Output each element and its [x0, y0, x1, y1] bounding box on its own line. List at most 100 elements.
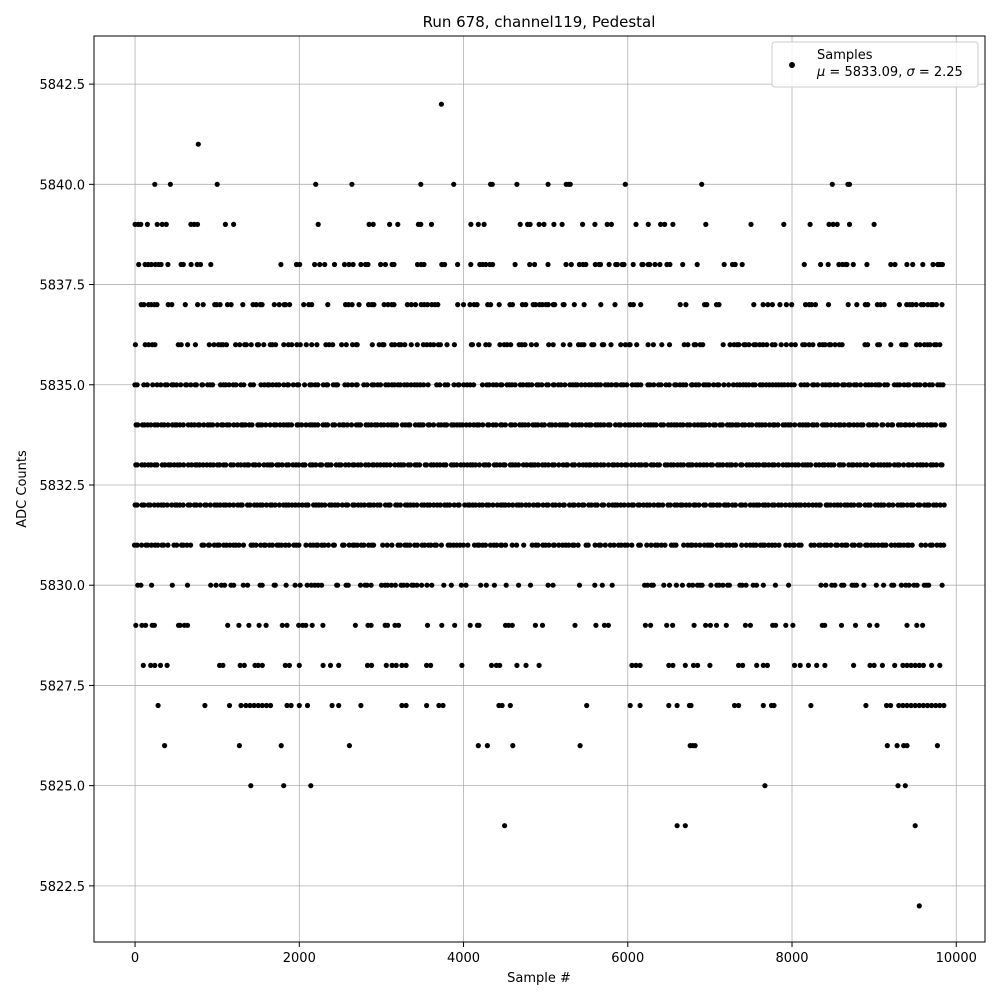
data-point: [486, 382, 492, 388]
data-point: [195, 141, 201, 147]
data-point: [545, 302, 551, 308]
data-point: [806, 502, 812, 508]
data-point: [690, 662, 697, 669]
data-point: [661, 582, 667, 588]
data-point: [206, 542, 213, 548]
data-point: [417, 462, 423, 468]
data-point: [637, 662, 643, 669]
data-point: [369, 662, 375, 669]
data-point: [483, 582, 489, 588]
data-point: [194, 221, 201, 227]
data-point: [720, 342, 726, 348]
data-point: [851, 422, 857, 428]
data-point: [811, 382, 817, 388]
data-point: [865, 302, 871, 308]
data-point: [687, 422, 693, 428]
data-point: [702, 502, 709, 508]
data-point: [812, 302, 819, 308]
data-point: [267, 422, 273, 428]
data-point: [621, 502, 627, 508]
data-point: [535, 422, 541, 428]
data-point: [846, 181, 853, 187]
data-point: [914, 622, 920, 628]
data-point: [752, 382, 758, 388]
data-point: [756, 462, 762, 468]
data-point: [860, 422, 866, 428]
data-point: [655, 542, 661, 548]
data-point: [601, 462, 607, 468]
data-point: [246, 462, 252, 468]
data-point: [532, 261, 538, 268]
data-point: [486, 422, 492, 428]
data-point: [581, 502, 587, 508]
data-point: [865, 342, 871, 348]
data-point: [419, 582, 425, 588]
data-point: [140, 662, 146, 669]
data-point: [364, 382, 370, 388]
data-point: [546, 542, 552, 548]
legend-mu-symbol: μ: [816, 65, 825, 80]
data-point: [259, 502, 265, 508]
data-point: [608, 221, 615, 227]
data-point: [192, 342, 198, 348]
data-point: [637, 542, 644, 548]
data-point: [535, 462, 541, 468]
data-point: [634, 342, 640, 348]
data-point: [673, 542, 679, 548]
data-point: [939, 582, 945, 588]
data-point: [436, 702, 442, 709]
data-point: [691, 622, 697, 628]
data-point: [302, 382, 308, 388]
data-point: [394, 422, 400, 428]
data-point: [699, 181, 705, 187]
data-point: [152, 662, 158, 669]
data-point: [468, 261, 474, 268]
data-point: [545, 502, 551, 508]
data-point: [472, 462, 479, 468]
data-point: [384, 582, 391, 588]
x-tick-label: 6000: [611, 951, 644, 966]
data-point: [578, 382, 584, 388]
data-point: [339, 342, 345, 348]
data-point: [191, 422, 198, 428]
data-point: [400, 582, 407, 588]
data-point: [568, 261, 574, 268]
data-point: [424, 662, 430, 669]
data-point: [841, 422, 847, 428]
data-point: [384, 542, 390, 548]
data-point: [585, 542, 591, 548]
data-point: [895, 783, 901, 789]
data-point: [509, 622, 515, 628]
data-point: [273, 422, 279, 428]
data-point: [392, 342, 398, 348]
data-point: [706, 382, 712, 388]
data-point: [847, 422, 853, 428]
data-point: [760, 302, 766, 308]
data-point: [693, 542, 699, 548]
data-point: [296, 382, 302, 388]
data-point: [146, 342, 152, 348]
data-point: [185, 342, 191, 348]
data-point: [901, 542, 907, 548]
data-point: [648, 622, 654, 628]
data-point: [898, 582, 905, 588]
data-point: [448, 582, 454, 588]
data-point: [597, 382, 604, 388]
y-axis-label: ADC Counts: [15, 450, 30, 528]
data-point: [469, 342, 476, 348]
data-point: [762, 542, 768, 548]
data-point: [148, 662, 154, 669]
data-point: [653, 422, 659, 428]
data-point: [618, 542, 624, 548]
data-point: [788, 422, 794, 428]
data-point: [766, 422, 773, 428]
data-point: [682, 662, 688, 669]
data-point: [301, 302, 307, 308]
data-point: [584, 702, 590, 709]
data-point: [754, 662, 760, 669]
data-point: [220, 422, 226, 428]
data-point: [792, 342, 798, 348]
data-point: [165, 302, 171, 308]
data-point: [828, 422, 834, 428]
